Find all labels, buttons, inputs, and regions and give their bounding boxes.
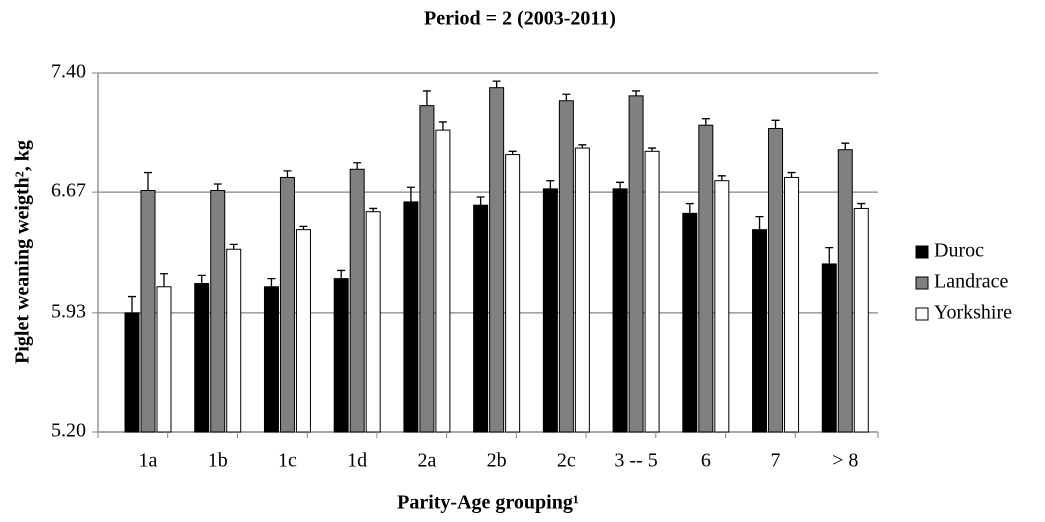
x-tick-label: 7 <box>771 450 781 472</box>
error-bar <box>369 207 378 212</box>
error-bar <box>197 274 206 284</box>
error-bar <box>546 180 555 189</box>
error-bar <box>492 80 501 88</box>
x-axis-title: Parity-Age grouping¹ <box>397 492 579 514</box>
y-tick-label: 6.67 <box>51 180 86 202</box>
bar <box>752 229 768 433</box>
legend-label: Yorkshire <box>934 302 1012 324</box>
error-bar <box>229 243 238 250</box>
bar <box>473 204 489 433</box>
bar <box>682 212 698 433</box>
legend-swatch <box>915 276 929 290</box>
error-bar <box>632 90 641 96</box>
chart-title: Period = 2 (2003-2011) <box>424 8 616 30</box>
x-tick-label: 1a <box>139 450 158 472</box>
error-bar <box>508 150 517 155</box>
y-tick-label: 5.93 <box>51 300 86 322</box>
error-bar <box>562 93 571 101</box>
bar <box>628 95 644 433</box>
error-bar <box>406 186 415 202</box>
error-bar <box>267 277 276 287</box>
error-bar <box>353 162 362 170</box>
legend-swatch <box>915 245 929 259</box>
error-bar <box>160 273 168 287</box>
bar <box>403 201 419 433</box>
error-bar <box>438 121 447 131</box>
error-bar <box>717 175 726 181</box>
error-bar <box>299 225 308 230</box>
bar <box>853 207 869 433</box>
error-bar <box>144 171 152 191</box>
legend-swatch <box>915 307 929 321</box>
error-bar <box>213 183 222 191</box>
error-bar <box>578 144 587 149</box>
error-bar <box>685 202 694 214</box>
bar <box>698 124 714 433</box>
x-tick-label: 1c <box>278 450 297 472</box>
error-bar <box>787 171 796 178</box>
bar <box>295 229 311 433</box>
error-bar <box>648 147 657 152</box>
bar <box>644 150 660 433</box>
error-bar <box>841 142 850 150</box>
error-bar <box>825 246 834 264</box>
error-bar <box>422 90 431 106</box>
x-tick-label: 3 -- 5 <box>614 450 657 472</box>
bar <box>333 278 349 433</box>
y-axis-title: Piglet weaning weigth², kg <box>12 140 34 364</box>
bar <box>821 263 837 433</box>
legend-label: Landrace <box>934 271 1009 293</box>
y-tick-label: 5.20 <box>51 420 86 442</box>
bar <box>505 154 521 433</box>
x-tick-label: 2b <box>487 450 507 472</box>
x-tick-label: > 8 <box>832 450 858 472</box>
error-bar <box>476 196 485 206</box>
bar <box>542 188 558 433</box>
error-bar <box>337 269 346 279</box>
bar <box>156 286 172 433</box>
x-tick-label: 1d <box>347 450 367 472</box>
bar <box>612 188 628 433</box>
bar <box>279 176 295 433</box>
bar <box>419 105 435 433</box>
error-bar <box>128 295 136 313</box>
bar <box>574 147 590 433</box>
error-bar <box>616 181 625 189</box>
bar <box>435 129 451 433</box>
bar <box>784 176 800 433</box>
legend-label: Duroc <box>934 240 984 262</box>
bar <box>194 283 210 433</box>
x-tick-label: 2a <box>417 450 436 472</box>
bar <box>226 248 242 433</box>
bar <box>263 286 279 433</box>
x-tick-label: 6 <box>701 450 711 472</box>
bar <box>489 87 505 433</box>
x-tick-label: 1b <box>208 450 228 472</box>
error-bar <box>771 119 780 129</box>
bar <box>714 180 730 433</box>
bar <box>349 168 365 433</box>
y-tick-label: 7.40 <box>51 61 86 83</box>
bar <box>768 127 784 433</box>
bar <box>140 189 156 433</box>
bar <box>124 312 140 433</box>
error-bar <box>283 170 292 178</box>
bar <box>558 100 574 433</box>
error-bar <box>701 118 710 126</box>
error-bar <box>857 202 866 209</box>
bar <box>365 211 381 433</box>
bar <box>210 189 226 433</box>
x-tick-label: 2c <box>557 450 576 472</box>
error-bar <box>755 215 764 230</box>
bar <box>837 149 853 433</box>
